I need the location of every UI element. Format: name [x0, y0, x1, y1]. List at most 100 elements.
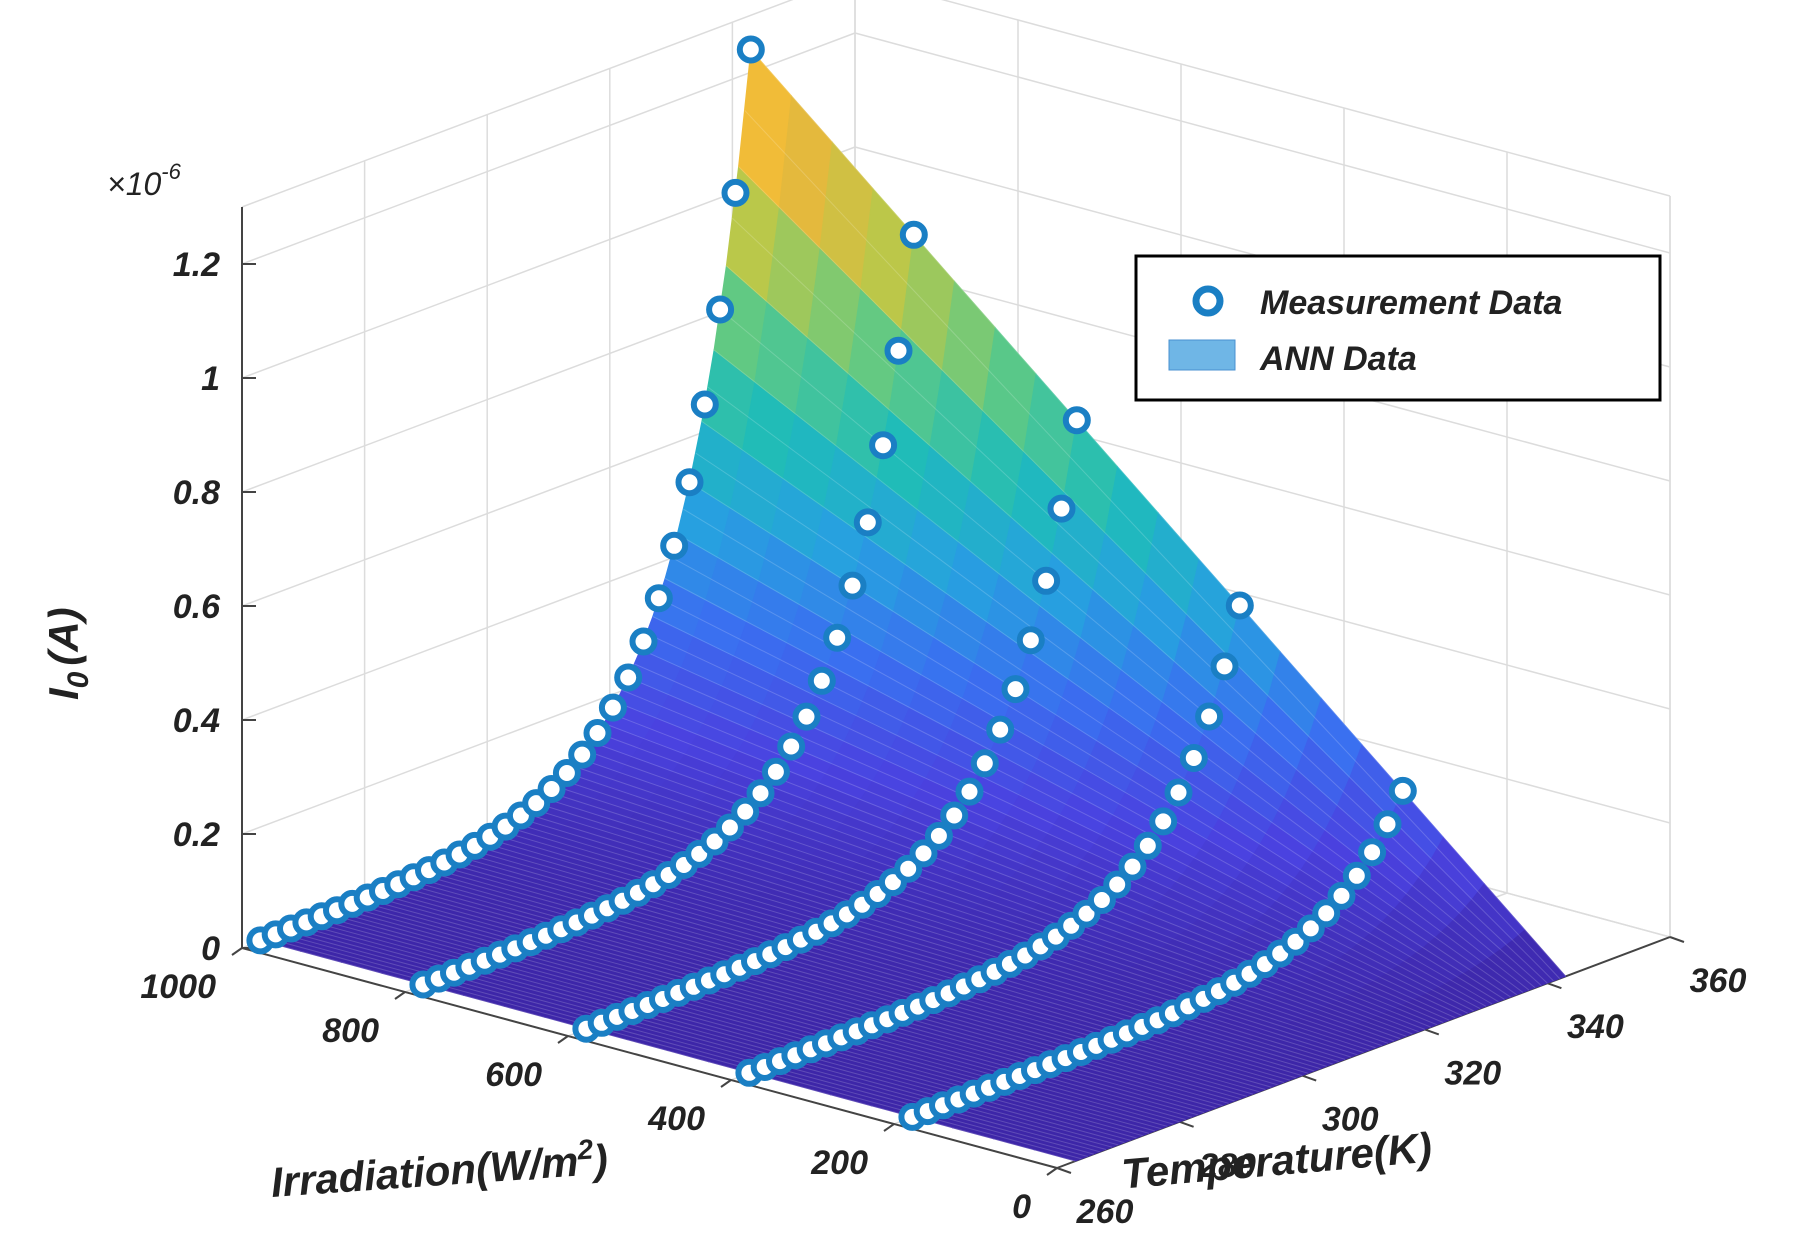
surface-mesh-line — [346, 905, 1162, 1130]
measurement-point — [1149, 807, 1178, 836]
surface-mesh-line — [529, 807, 1346, 1060]
legend-box — [1134, 254, 1662, 402]
y-tick-label: 200 — [810, 1144, 868, 1182]
surface-mesh-line — [640, 648, 1456, 1019]
measurement-point — [690, 390, 719, 419]
surface-mesh-line — [670, 556, 1487, 1007]
tick-labels: 2602803003203403600200400600800100000.20… — [140, 246, 1746, 1231]
surface-mesh-line — [419, 873, 1235, 1102]
z-axis-label-unit: (A) — [40, 607, 87, 665]
z-tick-label: 0.2 — [173, 816, 220, 854]
surface-mesh-line — [634, 663, 1450, 1021]
surface-mesh-line — [266, 937, 1082, 1160]
surface-mesh-line — [388, 887, 1205, 1114]
z-axis-label: I0 (A) — [40, 607, 95, 700]
surface-mesh-line — [438, 865, 1254, 1095]
measurement-point — [909, 839, 938, 868]
y-tick-label: 400 — [647, 1100, 705, 1138]
measurement-point — [1118, 852, 1147, 881]
surface-mesh-line — [511, 821, 1327, 1067]
z-tick-label: 0.4 — [173, 702, 220, 740]
measurement-point — [614, 663, 643, 692]
y-tick-mark — [231, 947, 243, 956]
surface-mesh-line — [744, 110, 1561, 979]
y-axis-line — [241, 947, 1058, 1169]
measurement-point — [1373, 810, 1402, 839]
y-tick-mark — [883, 1123, 895, 1132]
pane-edge — [241, 0, 794, 208]
surface-mesh-line — [444, 862, 1260, 1093]
surface-mesh-line — [468, 848, 1284, 1083]
measurement-point — [807, 666, 836, 695]
legend-marker-icon — [1192, 285, 1224, 317]
surface-mesh-line — [658, 597, 1475, 1012]
surface-mesh-line — [664, 578, 1481, 1010]
z-tick-label: 1.2 — [173, 246, 220, 284]
surface-mesh-line — [701, 420, 1518, 996]
measurement-point — [568, 740, 597, 769]
measurement-point — [1388, 776, 1417, 805]
surface-mesh-line — [499, 830, 1315, 1072]
surface-mesh-line — [315, 918, 1131, 1141]
y-tick-label: 1000 — [140, 968, 216, 1006]
measurement-point — [552, 759, 581, 787]
surface-mesh-line — [339, 908, 1156, 1132]
x-tick-label: 360 — [1690, 962, 1747, 1000]
surface-mesh-line — [480, 841, 1297, 1079]
surface-mesh-line — [591, 741, 1407, 1037]
measurement-point — [1195, 702, 1224, 731]
measurement-point — [1087, 886, 1116, 914]
measurement-point — [736, 35, 765, 64]
surface-mesh-line — [695, 452, 1511, 998]
x-axis-label: Temperature(K) — [1120, 1124, 1434, 1198]
measurement-point — [869, 431, 898, 460]
surface-mesh-line — [303, 923, 1119, 1146]
surface-mesh-line — [462, 852, 1278, 1086]
surface-mesh-line — [523, 812, 1340, 1063]
x-tick-mark — [1547, 982, 1562, 990]
measurement-point — [1210, 652, 1239, 681]
measurement-point — [823, 623, 852, 652]
surface-mesh-line — [725, 265, 1542, 986]
measurement-point — [838, 571, 867, 600]
surface-mesh-line — [284, 930, 1101, 1153]
measurement-point — [1032, 566, 1061, 595]
measurement-point — [731, 797, 760, 826]
measurement-point — [955, 777, 984, 806]
y-tick-mark — [394, 991, 406, 1000]
measurement-point — [1342, 861, 1371, 890]
surface-mesh-line — [585, 750, 1401, 1040]
y-tick-mark — [557, 1035, 569, 1044]
measurement-point — [924, 821, 953, 850]
measurement-point — [986, 715, 1015, 744]
surface-mesh-line — [401, 882, 1217, 1109]
z-exponent-label: ×10-6 — [107, 159, 182, 202]
surface-mesh-line — [579, 758, 1395, 1042]
surface-mesh-line — [321, 915, 1137, 1139]
z-axis-label-main: I — [40, 687, 87, 700]
surface-mesh-line — [689, 481, 1505, 1000]
z-tick-label: 0.8 — [173, 474, 220, 512]
surface-mesh-line — [560, 779, 1376, 1049]
surface-mesh-line — [713, 349, 1530, 991]
measurement-point — [853, 508, 882, 537]
x-tick-label: 280 — [1198, 1147, 1256, 1185]
measurement-point — [629, 627, 658, 656]
surface-mesh-line — [309, 920, 1125, 1144]
surface-mesh-line — [536, 802, 1352, 1058]
surface-mesh-line — [487, 838, 1303, 1077]
surface-mesh-line — [493, 834, 1309, 1074]
surface-mesh-line — [732, 217, 1548, 984]
y-tick-label: 800 — [322, 1012, 379, 1050]
measurement-point — [1062, 406, 1091, 435]
measurement-point — [970, 749, 999, 778]
measurement-point — [1103, 870, 1132, 899]
x-tick-mark — [1669, 936, 1685, 943]
measurement-point — [1312, 899, 1341, 928]
surface-mesh-line — [425, 871, 1242, 1100]
surface-mesh-line — [297, 925, 1113, 1148]
z-tick-label: 0.6 — [173, 588, 221, 626]
measurement-point — [675, 468, 704, 497]
surface-mesh-line — [450, 858, 1266, 1090]
